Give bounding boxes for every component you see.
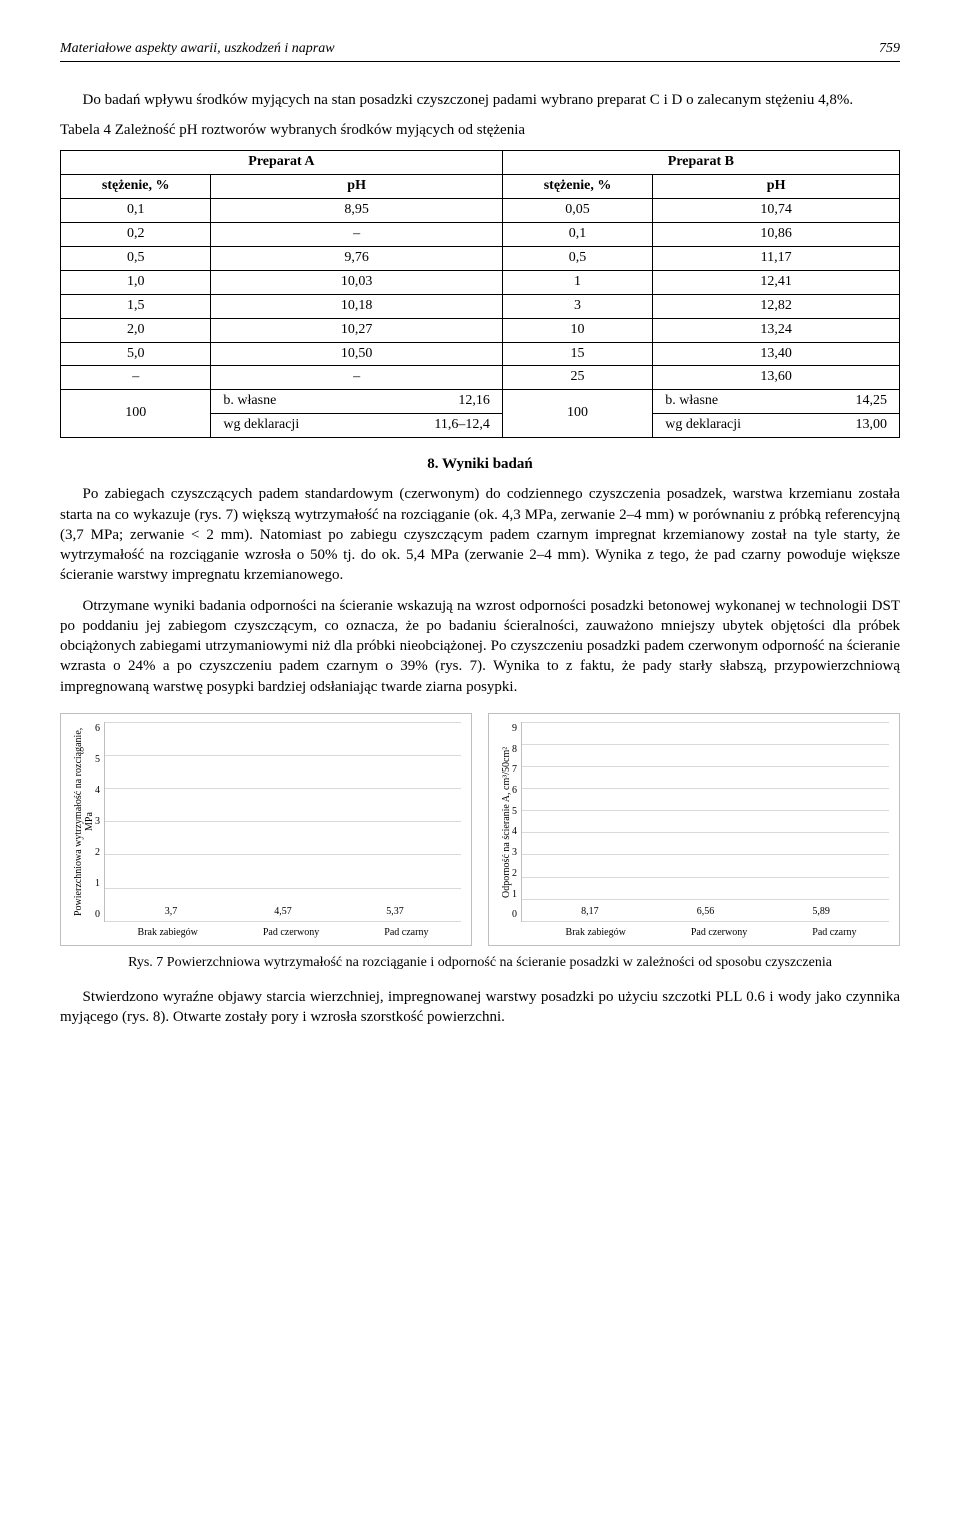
ytick: 1 [512, 888, 517, 902]
table-caption: Tabela 4 Zależność pH roztworów wybranyc… [60, 120, 900, 140]
xtick: Brak zabiegów [566, 926, 626, 940]
chart2-yaxis: 9 8 7 6 5 4 3 2 1 0 [512, 722, 521, 922]
table-cell: 10,27 [211, 318, 502, 342]
th-prep-a: Preparat A [61, 151, 503, 175]
ytick: 4 [95, 784, 100, 798]
table-cell: 0,05 [502, 199, 652, 223]
chart1-xaxis: Brak zabiegów Pad czerwony Pad czarny [71, 926, 461, 940]
table-cell: 13,24 [653, 318, 900, 342]
ytick: 2 [512, 867, 517, 881]
xtick: Brak zabiegów [138, 926, 198, 940]
ytick: 0 [95, 908, 100, 922]
ytick: 4 [512, 825, 517, 839]
table-cell: – [61, 366, 211, 390]
ytick: 7 [512, 763, 517, 777]
table-cell: 12,41 [653, 270, 900, 294]
table-cell: 10,18 [211, 294, 502, 318]
bar-value-label: 4,57 [274, 905, 292, 919]
bar-value-label: 5,89 [812, 905, 830, 919]
table-cell: 0,5 [61, 246, 211, 270]
bar-value-label: 8,17 [581, 905, 599, 919]
cell-bwlasne-b: b. własne 14,25 [653, 390, 900, 414]
table-cell: 13,40 [653, 342, 900, 366]
ytick: 9 [512, 722, 517, 736]
xtick: Pad czerwony [263, 926, 319, 940]
chart2-xaxis: Brak zabiegów Pad czerwony Pad czarny [499, 926, 889, 940]
ytick: 6 [512, 784, 517, 798]
table-ph: Preparat A Preparat B stężenie, % pH stę… [60, 150, 900, 438]
table-cell: 10,50 [211, 342, 502, 366]
table-cell: 10,74 [653, 199, 900, 223]
chart-abrasion: Odporność na ścieranie A, cm³/50cm² 9 8 7 6… [488, 713, 900, 947]
table-cell: – [211, 366, 502, 390]
intro-paragraph: Do badań wpływu środków myjących na stan… [60, 90, 900, 110]
table-cell: 0,2 [61, 223, 211, 247]
ytick: 0 [512, 908, 517, 922]
ytick: 6 [95, 722, 100, 736]
table-cell: 2,0 [61, 318, 211, 342]
xtick: Pad czerwony [691, 926, 747, 940]
th-ph-b: pH [653, 175, 900, 199]
ytick: 1 [95, 877, 100, 891]
figure-caption: Rys. 7 Powierzchniowa wytrzymałość na ro… [60, 954, 900, 973]
chart-tensile: Powierzchniowa wytrzymałość na rozciągan… [60, 713, 472, 947]
charts-row: Powierzchniowa wytrzymałość na rozciągan… [60, 713, 900, 947]
header-title: Materiałowe aspekty awarii, uszkodzeń i … [60, 40, 335, 59]
table-cell: 9,76 [211, 246, 502, 270]
table-cell: 10,03 [211, 270, 502, 294]
table-cell: – [211, 223, 502, 247]
th-prep-b: Preparat B [502, 151, 899, 175]
chart1-plot: 3,7 4,57 5,37 [104, 722, 461, 922]
th-stez-a: stężenie, % [61, 175, 211, 199]
body-para-2: Otrzymane wyniki badania odporności na ś… [60, 596, 900, 697]
cell-100-b: 100 [502, 390, 652, 438]
table-cell: 1,0 [61, 270, 211, 294]
table-cell: 11,17 [653, 246, 900, 270]
cell-bwlasne-a: b. własne 12,16 [211, 390, 502, 414]
bar-value-label: 6,56 [697, 905, 715, 919]
chart2-plot: 8,17 6,56 5,89 [521, 722, 889, 922]
table-cell: 3 [502, 294, 652, 318]
table-cell: 0,5 [502, 246, 652, 270]
cell-100-a: 100 [61, 390, 211, 438]
table-cell: 8,95 [211, 199, 502, 223]
ytick: 3 [512, 846, 517, 860]
th-ph-a: pH [211, 175, 502, 199]
chart1-yaxis: 6 5 4 3 2 1 0 [95, 722, 104, 922]
th-stez-b: stężenie, % [502, 175, 652, 199]
table-cell: 10 [502, 318, 652, 342]
bar-value-label: 3,7 [165, 905, 178, 919]
ytick: 2 [95, 846, 100, 860]
ytick: 8 [512, 743, 517, 757]
chart2-ylabel: Odporność na ścieranie A, cm³/50cm² [499, 722, 512, 922]
body-para-3: Stwierdzono wyraźne objawy starcia wierz… [60, 987, 900, 1028]
running-header: Materiałowe aspekty awarii, uszkodzeń i … [60, 40, 900, 62]
table-cell: 13,60 [653, 366, 900, 390]
body-para-1: Po zabiegach czyszczących padem standard… [60, 484, 900, 585]
xtick: Pad czarny [384, 926, 428, 940]
ytick: 5 [95, 753, 100, 767]
bar-value-label: 5,37 [386, 905, 404, 919]
cell-wgdek-b: wg deklaracji 13,00 [653, 414, 900, 438]
table-cell: 0,1 [502, 223, 652, 247]
table-cell: 25 [502, 366, 652, 390]
table-cell: 12,82 [653, 294, 900, 318]
chart1-ylabel: Powierzchniowa wytrzymałość na rozciągan… [71, 722, 95, 922]
table-cell: 10,86 [653, 223, 900, 247]
section-title: 8. Wyniki badań [60, 454, 900, 474]
table-cell: 15 [502, 342, 652, 366]
page-number: 759 [879, 40, 900, 59]
cell-wgdek-a: wg deklaracji 11,6–12,4 [211, 414, 502, 438]
table-cell: 0,1 [61, 199, 211, 223]
table-cell: 1,5 [61, 294, 211, 318]
ytick: 5 [512, 805, 517, 819]
table-cell: 5,0 [61, 342, 211, 366]
table-cell: 1 [502, 270, 652, 294]
xtick: Pad czarny [812, 926, 856, 940]
ytick: 3 [95, 815, 100, 829]
